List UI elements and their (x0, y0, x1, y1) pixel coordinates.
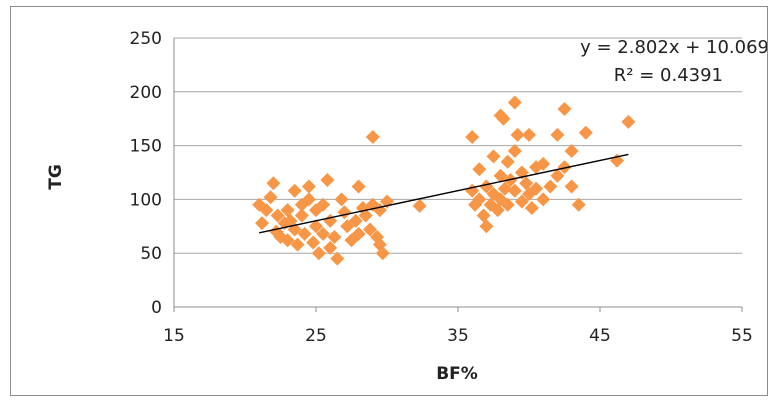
data-point (500, 197, 515, 212)
data-point (266, 176, 281, 191)
data-point (337, 205, 352, 220)
x-tick-label: 35 (447, 326, 469, 346)
y-axis-title: TG (46, 164, 66, 190)
data-point (510, 127, 525, 142)
data-point (500, 154, 515, 169)
data-point (486, 149, 501, 164)
data-point (334, 192, 349, 207)
data-point (465, 129, 480, 144)
data-point (571, 197, 586, 212)
data-point (316, 197, 331, 212)
data-point (550, 168, 565, 183)
data-point (309, 219, 323, 234)
data-point (536, 156, 551, 171)
data-point (412, 198, 427, 213)
data-points (252, 95, 636, 266)
data-point (490, 203, 505, 218)
data-point (479, 179, 494, 194)
y-tick-labels: 0 50 100 150 200 250 (130, 29, 162, 318)
data-point (301, 179, 316, 194)
data-point (375, 246, 390, 261)
data-point (479, 219, 494, 234)
data-point (301, 192, 316, 207)
data-point (496, 111, 511, 126)
data-point (294, 208, 309, 223)
data-point (351, 179, 366, 194)
data-point (621, 114, 636, 129)
x-axis-title: BF% (436, 364, 478, 384)
r-squared-label: R² = 0.4391 (614, 65, 723, 86)
data-point (287, 183, 302, 198)
data-point (524, 201, 539, 216)
data-point (550, 127, 565, 142)
data-point (358, 208, 373, 223)
data-point (365, 129, 380, 144)
x-tick-label: 55 (731, 326, 753, 346)
y-tick-label: 150 (130, 137, 162, 157)
y-tick-label: 0 (151, 298, 162, 318)
scatter-chart: 0 50 100 150 200 250 15 25 35 45 55 y = 2.802x + … (46, 29, 769, 384)
x-tick-label: 15 (163, 326, 185, 346)
data-point (564, 143, 579, 158)
trendline (259, 153, 629, 234)
data-point (290, 237, 305, 252)
data-point (252, 197, 267, 212)
data-point (557, 102, 572, 117)
y-tick-label: 50 (140, 244, 162, 264)
data-point (280, 233, 295, 248)
data-point (311, 246, 326, 261)
data-point (476, 208, 491, 223)
data-point (280, 203, 295, 218)
data-point (255, 216, 270, 231)
data-point (519, 176, 534, 191)
data-point (472, 162, 487, 177)
data-point (259, 203, 274, 218)
data-point (529, 181, 544, 196)
data-point (316, 226, 331, 241)
data-point (507, 183, 522, 198)
data-point (327, 230, 342, 245)
trendline-equation: y = 2.802x + 10.069 (580, 37, 767, 58)
data-point (507, 95, 522, 110)
data-point (543, 179, 558, 194)
data-point (323, 240, 338, 255)
data-point (351, 226, 366, 241)
y-tick-label: 200 (130, 83, 162, 103)
data-point (472, 192, 487, 207)
data-point (514, 194, 529, 209)
y-tick-label: 250 (130, 29, 162, 49)
x-tick-labels: 15 25 35 45 55 (163, 326, 753, 346)
data-point (536, 192, 551, 207)
data-point (330, 251, 345, 266)
data-point (297, 226, 312, 241)
data-point (497, 181, 512, 196)
data-point (320, 173, 335, 188)
data-point (306, 235, 321, 250)
data-point (557, 160, 572, 175)
data-point (493, 168, 508, 183)
data-point (507, 143, 522, 158)
data-point (564, 179, 579, 194)
y-tick-label: 100 (130, 190, 162, 210)
data-point (263, 190, 278, 205)
data-point (578, 125, 593, 140)
x-tick-label: 25 (305, 326, 327, 346)
data-point (270, 208, 285, 223)
data-point (362, 222, 377, 237)
axes (173, 38, 743, 312)
data-point (514, 165, 529, 180)
data-point (522, 127, 536, 142)
data-point (323, 213, 338, 228)
data-point (348, 213, 363, 228)
x-tick-label: 45 (589, 326, 611, 346)
chart-area: 0 50 100 150 200 250 15 25 35 45 55 y = 2.802x + … (10, 6, 769, 396)
